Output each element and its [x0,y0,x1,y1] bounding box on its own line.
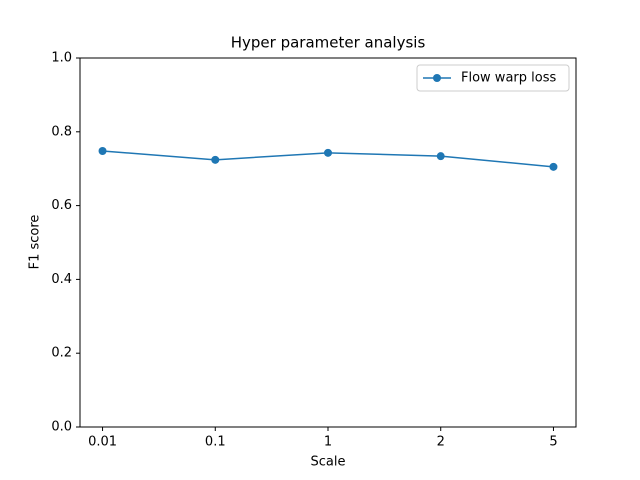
chart-title: Hyper parameter analysis [231,34,426,52]
marker [98,146,107,155]
marker [549,162,558,171]
x-tick-label: 0.01 [88,435,117,450]
x-tick-label: 1 [324,435,332,450]
marker [324,148,332,157]
x-tick-label: 5 [549,435,557,450]
legend-label: Flow warp loss [461,71,556,86]
marker [436,152,445,161]
y-tick-label: 0.6 [51,198,72,213]
y-tick-label: 1.0 [51,51,72,66]
y-tick-label: 0.2 [51,346,72,361]
x-tick-label: 0.1 [205,435,226,450]
y-tick-label: 0.4 [51,272,72,287]
x-axis-label: Scale [311,455,346,470]
x-tick-label: 2 [437,435,445,450]
plot-frame [79,57,577,428]
legend-marker [433,74,441,82]
y-axis-label: F1 score [28,215,43,270]
marker [211,155,220,164]
y-tick-label: 0.8 [51,124,72,139]
legend-box [416,64,570,92]
y-tick-label: 0.0 [51,420,72,435]
